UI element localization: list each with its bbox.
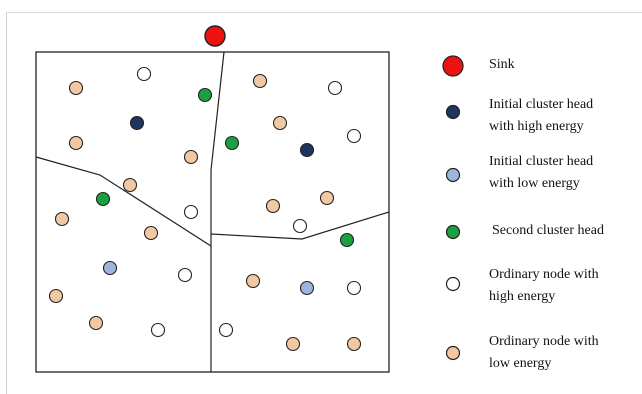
ordinary-low-energy-node bbox=[183, 149, 199, 165]
ordinary-low-energy-node bbox=[285, 336, 301, 352]
ordinary-high-energy-node bbox=[292, 218, 308, 234]
legend-label-sink: Sink bbox=[489, 57, 515, 72]
left-border-line bbox=[6, 12, 7, 394]
legend-initial-cluster-head-low-icon bbox=[445, 167, 461, 183]
legend-label-ordinary-high-energy: Ordinary node with high energy bbox=[489, 267, 599, 304]
ordinary-high-energy-node bbox=[183, 204, 199, 220]
second-cluster-head-node bbox=[197, 87, 213, 103]
node-layer bbox=[48, 25, 362, 352]
ordinary-low-energy-node bbox=[54, 211, 70, 227]
ordinary-low-energy-node bbox=[346, 336, 362, 352]
initial-cluster-head-high-node bbox=[299, 142, 315, 158]
legend-ordinary-low-energy-icon bbox=[445, 345, 461, 361]
ordinary-low-energy-node bbox=[68, 135, 84, 151]
second-cluster-head-node bbox=[95, 191, 111, 207]
legend-icon-layer bbox=[442, 55, 464, 361]
ordinary-low-energy-node bbox=[88, 315, 104, 331]
legend-second-cluster-head-icon bbox=[445, 224, 461, 240]
top-border-line bbox=[6, 12, 642, 13]
ordinary-high-energy-node bbox=[150, 322, 166, 338]
cluster-boundary-left bbox=[35, 156, 212, 247]
legend-label-second-cluster-head: Second cluster head bbox=[492, 223, 604, 238]
second-cluster-head-node bbox=[224, 135, 240, 151]
ordinary-low-energy-node bbox=[68, 80, 84, 96]
ordinary-high-energy-node bbox=[327, 80, 343, 96]
ordinary-low-energy-node bbox=[122, 177, 138, 193]
sink-node bbox=[204, 25, 226, 47]
ordinary-high-energy-node bbox=[346, 280, 362, 296]
ordinary-low-energy-node bbox=[265, 198, 281, 214]
second-cluster-head-node bbox=[339, 232, 355, 248]
ordinary-low-energy-node bbox=[48, 288, 64, 304]
legend-label-initial-cluster-head-low: Initial cluster head with low energy bbox=[489, 154, 594, 191]
ordinary-low-energy-node bbox=[245, 273, 261, 289]
ordinary-high-energy-node bbox=[177, 267, 193, 283]
ordinary-high-energy-node bbox=[218, 322, 234, 338]
sensor-field-boundary bbox=[35, 51, 390, 373]
legend-sink-icon bbox=[442, 55, 464, 77]
legend-label-ordinary-low-energy: Ordinary node with low energy bbox=[489, 334, 599, 371]
legend-label-initial-cluster-head-high: Initial cluster head with high energy bbox=[489, 97, 594, 134]
ordinary-high-energy-node bbox=[136, 66, 152, 82]
initial-cluster-head-low-node bbox=[102, 260, 118, 276]
initial-cluster-head-low-node bbox=[299, 280, 315, 296]
legend-ordinary-high-energy-icon bbox=[445, 276, 461, 292]
cluster-boundary-right bbox=[210, 211, 390, 240]
ordinary-low-energy-node bbox=[319, 190, 335, 206]
ordinary-low-energy-node bbox=[252, 73, 268, 89]
ordinary-high-energy-node bbox=[346, 128, 362, 144]
cluster-boundary-vertical bbox=[210, 51, 225, 372]
legend-initial-cluster-head-high-icon bbox=[445, 104, 461, 120]
initial-cluster-head-high-node bbox=[129, 115, 145, 131]
ordinary-low-energy-node bbox=[272, 115, 288, 131]
ordinary-low-energy-node bbox=[143, 225, 159, 241]
